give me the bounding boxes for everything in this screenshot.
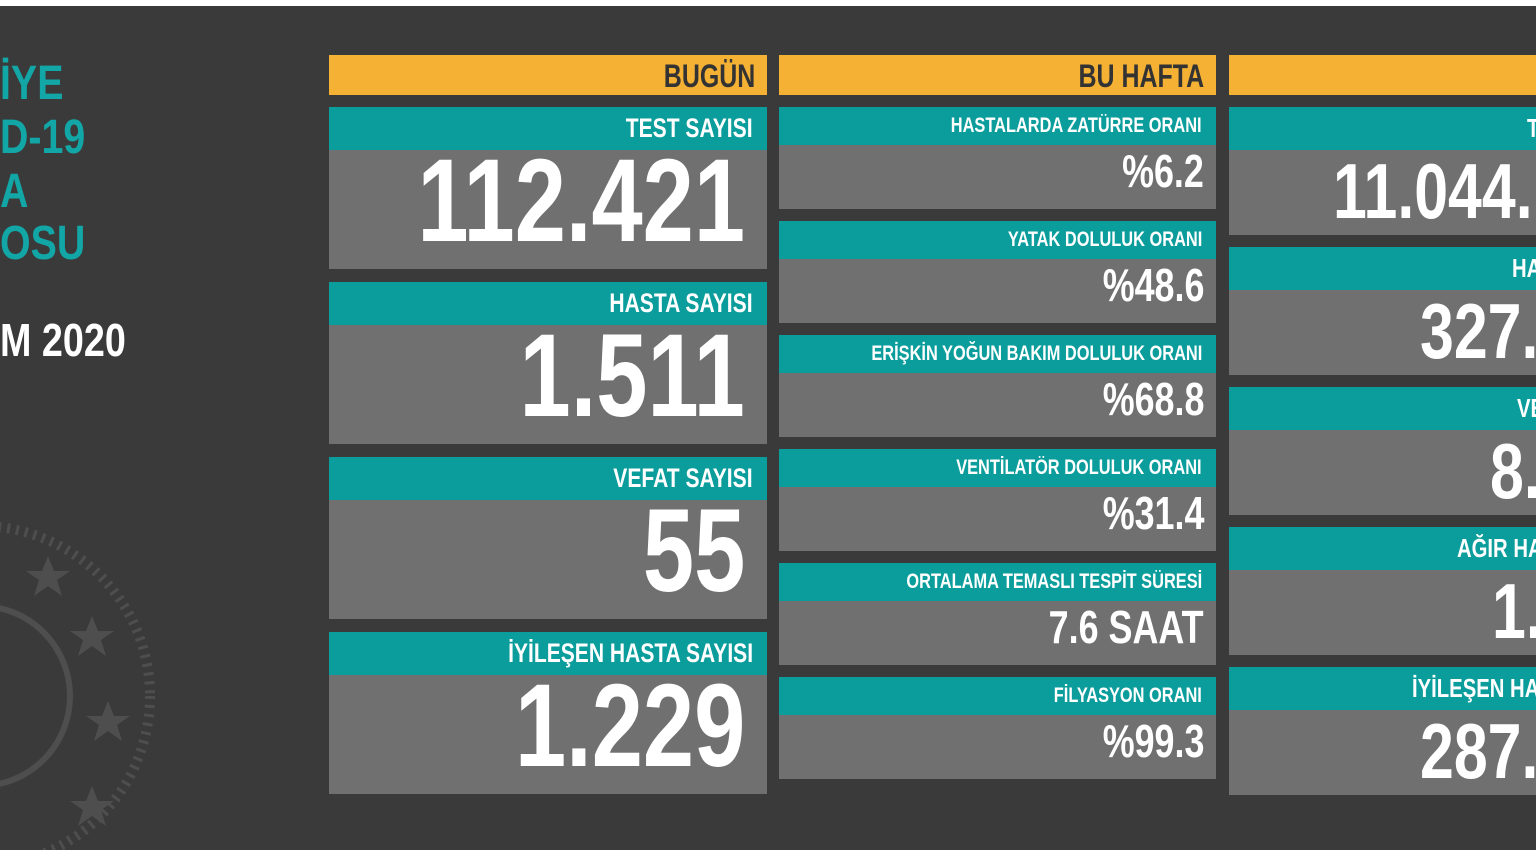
card-label: ERİŞKİN YOĞUN BAKIM DOLULUK ORANI xyxy=(871,342,1202,365)
card-label: VE xyxy=(1517,393,1536,423)
title-line: D-19 xyxy=(0,111,86,164)
card-label: VENTİLATÖR DOLULUK ORANI xyxy=(956,456,1202,479)
card-label: YATAK DOLULUK ORANI xyxy=(1007,228,1202,251)
card-label: HA xyxy=(1512,253,1536,283)
card-label: T xyxy=(1527,107,1536,150)
title-line: A xyxy=(0,165,29,218)
card-value: %48.6 xyxy=(1102,259,1204,311)
card-header xyxy=(1229,387,1536,430)
card-label: FİLYASYON ORANI xyxy=(1053,684,1202,707)
card-value: 8. xyxy=(1490,427,1536,515)
card-header xyxy=(779,449,1216,487)
card-label: AĞIR HA xyxy=(1457,533,1536,563)
card-value: 327. xyxy=(1420,287,1536,375)
dashboard: İYE D-19 A OSU M 2020 BUGÜN TEST SAYISI 112.421… xyxy=(0,6,1536,850)
card-label: İYİLEŞEN HASTA SAYISI xyxy=(508,638,753,668)
card-label: ORTALAMA TEMASLI TESPİT SÜRESİ xyxy=(906,570,1202,593)
card-value: %31.4 xyxy=(1102,487,1204,539)
card-value: 7.6 SAAT xyxy=(1049,601,1204,653)
card-value: %99.3 xyxy=(1102,715,1204,767)
title-line: İYE xyxy=(0,57,64,110)
card-header xyxy=(779,107,1216,145)
card-value: 11.044. xyxy=(1333,147,1533,235)
card-label: HASTA SAYISI xyxy=(609,288,753,318)
card-value: %6.2 xyxy=(1122,145,1204,197)
column-header-text: BUGÜN xyxy=(663,58,755,94)
card-header xyxy=(329,107,767,150)
column-header xyxy=(329,55,767,95)
card-label: İYİLEŞEN HA xyxy=(1412,673,1536,703)
card-header xyxy=(779,221,1216,259)
card-label: VEFAT SAYISI xyxy=(613,463,753,493)
card-header xyxy=(779,677,1216,715)
card-header xyxy=(1229,667,1536,710)
card-label: TEST SAYISI xyxy=(626,113,753,143)
card-value: 112.421 xyxy=(417,135,745,267)
card-value: 1. xyxy=(1492,567,1536,655)
column-header xyxy=(779,55,1216,95)
card-label: HASTALARDA ZATÜRRE ORANI xyxy=(951,114,1202,137)
column-header-text: BU HAFTA xyxy=(1078,58,1204,94)
card-header xyxy=(779,335,1216,373)
card-value: 1.511 xyxy=(519,310,745,442)
card-value: %68.8 xyxy=(1102,373,1204,425)
card-value: 287. xyxy=(1420,707,1536,795)
card-header xyxy=(1229,247,1536,290)
card-header xyxy=(1229,527,1536,570)
emblem xyxy=(0,522,155,850)
date: M 2020 xyxy=(0,314,126,366)
card-header xyxy=(329,632,767,675)
card-value: 1.229 xyxy=(514,660,745,792)
column-header xyxy=(1229,55,1536,95)
card-header xyxy=(329,457,767,500)
title-line: OSU xyxy=(0,217,86,270)
card-header xyxy=(1229,107,1536,150)
card-header xyxy=(329,282,767,325)
card-value: 55 xyxy=(642,485,745,617)
card-header xyxy=(779,563,1216,601)
